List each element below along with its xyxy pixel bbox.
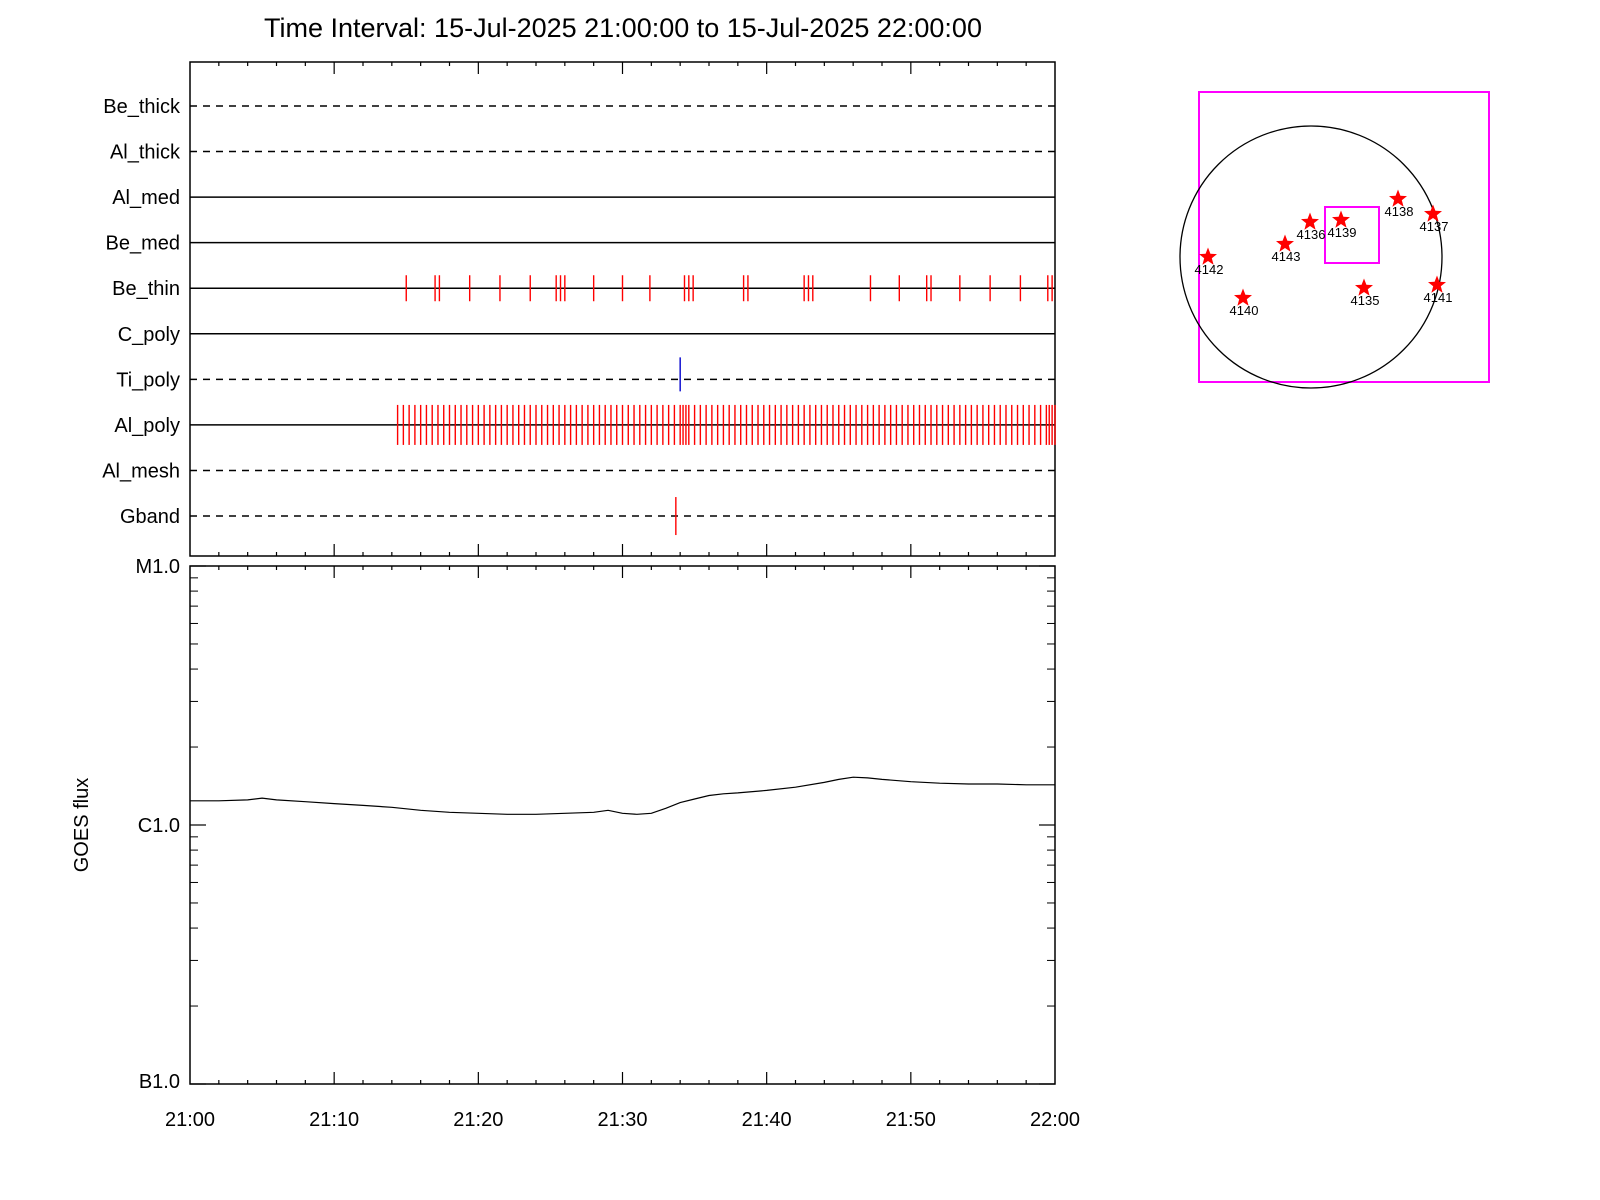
channel-label-Be_med: Be_med [106, 233, 181, 255]
channel-label-Be_thin: Be_thin [112, 278, 180, 300]
active-region-label-4143: 4143 [1272, 249, 1301, 264]
target-region-box [1324, 206, 1380, 264]
active-region-star-4142 [1199, 247, 1217, 265]
channel-label-Ti_poly: Ti_poly [116, 369, 180, 391]
goes-flux-line [190, 776, 1055, 815]
active-region-label-4140: 4140 [1230, 303, 1259, 318]
active-region-label-4137: 4137 [1420, 219, 1449, 234]
x-tick-label: 21:10 [309, 1109, 359, 1131]
active-region-star-4140 [1234, 288, 1252, 306]
channel-label-Al_mesh: Al_mesh [102, 460, 180, 482]
active-region-label-4139: 4139 [1328, 225, 1357, 240]
goes-ytick-label: C1.0 [138, 815, 180, 837]
active-region-label-4141: 4141 [1424, 290, 1453, 305]
active-region-star-4139 [1332, 210, 1350, 228]
solar-limb [1179, 125, 1443, 389]
x-tick-label: 21:40 [742, 1109, 792, 1131]
x-tick-label: 21:20 [453, 1109, 503, 1131]
fov-outer-box [1198, 91, 1490, 383]
chart-title: Time Interval: 15-Jul-2025 21:00:00 to 1… [264, 13, 982, 43]
goes-ylabel: GOES flux [71, 778, 93, 872]
active-region-star-4141 [1428, 275, 1446, 293]
goes-frame [189, 565, 1056, 1085]
timeline-frame [189, 61, 1056, 557]
channel-label-Be_thick: Be_thick [103, 96, 181, 118]
channel-label-Al_poly: Al_poly [114, 415, 180, 437]
goes-ytick-label: M1.0 [136, 556, 180, 578]
active-region-star-4136 [1301, 212, 1319, 230]
active-region-label-4136: 4136 [1297, 227, 1326, 242]
active-region-label-4135: 4135 [1351, 293, 1380, 308]
active-region-star-4143 [1276, 234, 1294, 252]
channel-label-C_poly: C_poly [118, 324, 180, 346]
active-region-star-4137 [1424, 204, 1442, 222]
x-tick-label: 21:50 [886, 1109, 936, 1131]
x-tick-label: 21:00 [165, 1109, 215, 1131]
goes-ytick-label: B1.0 [139, 1071, 180, 1093]
active-region-star-4135 [1355, 278, 1373, 296]
x-tick-label: 21:30 [597, 1109, 647, 1131]
active-region-label-4142: 4142 [1195, 262, 1224, 277]
active-region-label-4138: 4138 [1385, 204, 1414, 219]
active-region-star-4138 [1389, 189, 1407, 207]
channel-label-Gband: Gband [120, 506, 180, 528]
channel-label-Al_thick: Al_thick [110, 142, 181, 164]
channel-label-Al_med: Al_med [112, 187, 180, 209]
x-tick-label: 22:00 [1030, 1109, 1080, 1131]
